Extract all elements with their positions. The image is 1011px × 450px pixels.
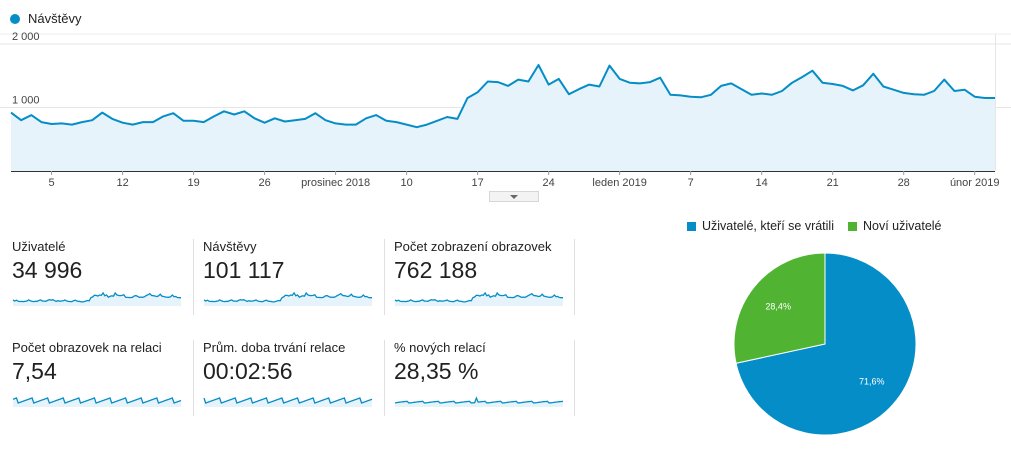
x-tick-label: 5 <box>49 177 55 189</box>
sparkline-area <box>13 398 181 407</box>
series-line <box>10 64 995 129</box>
x-tick-label: únor 2019 <box>950 177 1000 189</box>
metric-sparkline <box>12 291 181 306</box>
legend-swatch-icon <box>847 221 857 231</box>
x-tick-label: 19 <box>187 177 199 189</box>
metric-sparkline <box>12 397 182 407</box>
main-legend-label: Návštěvy <box>28 11 82 26</box>
chart-resize-handle[interactable] <box>489 191 539 202</box>
metric-value: 7,54 <box>12 358 57 384</box>
sparkline-line <box>12 397 182 404</box>
pie-legend-label: Uživatelé, kteří se vrátili <box>702 219 834 233</box>
sparkline-line <box>203 397 373 404</box>
pie-slice-label: 28,4% <box>765 301 791 311</box>
metric-label: % nových relací <box>394 340 486 355</box>
x-tick-label: 17 <box>472 177 484 189</box>
sparkline-area <box>13 292 181 306</box>
series-area <box>11 65 995 171</box>
main-chart-legend[interactable]: Návštěvy <box>10 11 81 26</box>
x-tick-label: 12 <box>116 177 128 189</box>
metric-divider <box>574 239 575 315</box>
x-tick-label: leden 2019 <box>592 177 646 189</box>
pie-chart[interactable]: 71,6% 28,4% <box>730 249 922 441</box>
metric-new-sessions[interactable]: % nových relací 28,35 % <box>384 340 575 416</box>
metric-label: Prům. doba trvání relace <box>203 340 346 355</box>
x-tick-label: 26 <box>258 177 270 189</box>
metric-sparkline <box>203 397 373 407</box>
legend-dot-icon <box>10 13 20 24</box>
pie-legend-label: Noví uživatelé <box>862 219 942 233</box>
metric-value: 34 996 <box>12 257 83 283</box>
metric-divider <box>193 239 194 315</box>
metric-divider <box>384 239 385 315</box>
metric-users[interactable]: Uživatelé 34 996 <box>12 239 192 315</box>
pie-legend-new[interactable]: Noví uživatelé <box>847 219 942 233</box>
metric-label: Počet obrazovek na relaci <box>12 340 162 355</box>
main-chart[interactable]: 2 000 1 000 5 12 19 26 prosinec 2018 10 17 24 lede… <box>0 0 1011 200</box>
metric-value: 00:02:56 <box>203 358 293 384</box>
x-tick-label: 10 <box>401 177 413 189</box>
sparkline-line <box>12 291 181 303</box>
metric-value: 762 188 <box>394 257 478 283</box>
sparkline-area <box>204 292 372 306</box>
metric-sparkline <box>203 291 372 306</box>
metric-value: 28,35 % <box>394 358 479 384</box>
metric-sessions[interactable]: Návštěvy 101 117 <box>193 239 383 315</box>
x-tick-label: prosinec 2018 <box>301 177 370 189</box>
y-tick-label: 1 000 <box>12 95 40 107</box>
y-tick-label: 2 000 <box>12 31 40 43</box>
pie-legend-returning[interactable]: Uživatelé, kteří se vrátili <box>687 219 834 233</box>
legend-swatch-icon <box>687 221 696 231</box>
pie-slice-label: 71,6% <box>859 377 885 387</box>
x-tick-label: 7 <box>688 177 694 189</box>
metric-divider <box>574 340 575 416</box>
metric-label: Počet zobrazení obrazovek <box>394 239 552 254</box>
x-tick-label: 21 <box>827 177 839 189</box>
metric-avg-session-duration[interactable]: Prům. doba trvání relace 00:02:56 <box>193 340 383 416</box>
metric-screenviews[interactable]: Počet zobrazení obrazovek 762 188 <box>384 239 575 315</box>
metric-divider <box>384 340 385 416</box>
metric-label: Uživatelé <box>12 239 66 254</box>
x-tick-label: 24 <box>543 177 555 189</box>
metric-label: Návštěvy <box>203 239 257 254</box>
pie-slice-returning <box>735 252 917 436</box>
sparkline-line <box>394 291 563 303</box>
metric-sparkline <box>394 396 564 407</box>
x-tick-label: 28 <box>898 177 910 189</box>
pie-slice-new <box>733 252 826 364</box>
sparkline-line <box>394 396 564 404</box>
chevron-down-icon <box>510 194 518 199</box>
sparkline-line <box>203 291 372 303</box>
sparkline-area <box>395 292 563 306</box>
pie-legend: Uživatelé, kteří se vrátili Noví uživate… <box>687 219 956 233</box>
metric-screens-per-session[interactable]: Počet obrazovek na relaci 7,54 <box>12 340 192 416</box>
metric-sparkline <box>394 291 563 306</box>
metric-value: 101 117 <box>203 257 285 283</box>
metric-divider <box>193 340 194 416</box>
x-tick-label: 14 <box>756 177 768 189</box>
